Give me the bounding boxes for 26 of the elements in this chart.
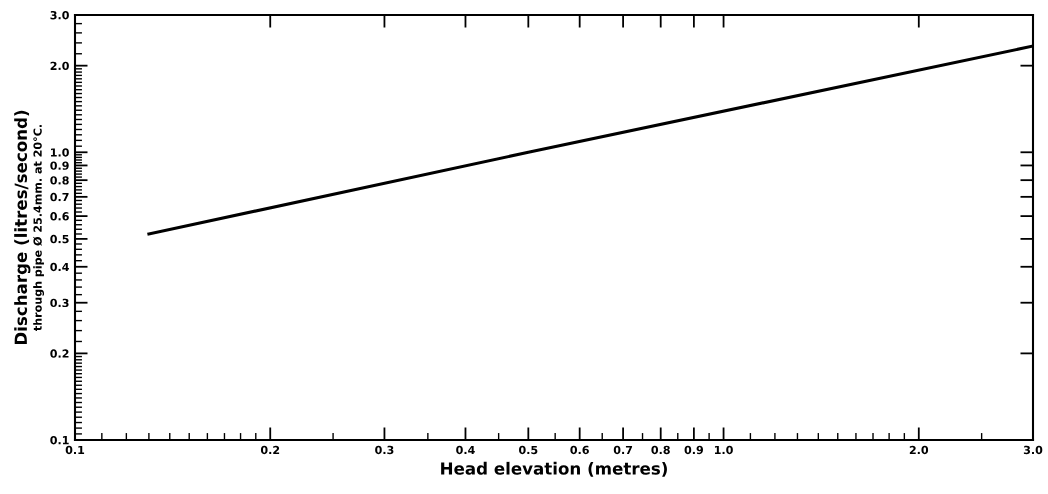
x-tick-label: 0.5 — [519, 445, 538, 455]
y-tick-label: 0.2 — [50, 349, 69, 358]
x-tick-label: 0.1 — [65, 445, 85, 455]
x-tick-label: 3.0 — [1023, 445, 1043, 455]
y-tick-label: 0.1 — [50, 435, 69, 445]
y-tick-label: 2.0 — [50, 61, 69, 71]
x-tick-label: 0.9 — [684, 445, 704, 455]
x-tick-label: 0.4 — [456, 445, 475, 455]
y-tick-label: 0.5 — [50, 234, 69, 244]
y-axis-title: Discharge (litres/second) through pipe Ø 25.4mm. at 20°C. — [14, 110, 45, 345]
x-tick-label: 0.2 — [260, 445, 280, 455]
x-tick-label: 2.0 — [909, 445, 929, 455]
x-axis-title: Head elevation (metres) — [441, 461, 667, 477]
y-tick-label: 3.0 — [50, 10, 69, 20]
y-tick-label: 0.4 — [50, 262, 69, 272]
x-tick-label: 0.3 — [375, 445, 394, 455]
x-tick-label: 0.7 — [613, 445, 633, 455]
y-tick-label: 0.7 — [50, 192, 69, 202]
y-tick-label: 0.6 — [50, 212, 69, 221]
y-tick-label: 1.0 — [51, 148, 69, 157]
y-tick-label: 0.9 — [50, 161, 69, 170]
x-tick-label: 0.8 — [651, 445, 670, 455]
x-tick-label: 1.0 — [714, 445, 733, 455]
y-tick-label: 0.3 — [50, 298, 69, 308]
x-tick-label: 0.6 — [570, 445, 589, 455]
y-tick-label: 0.8 — [50, 176, 69, 185]
